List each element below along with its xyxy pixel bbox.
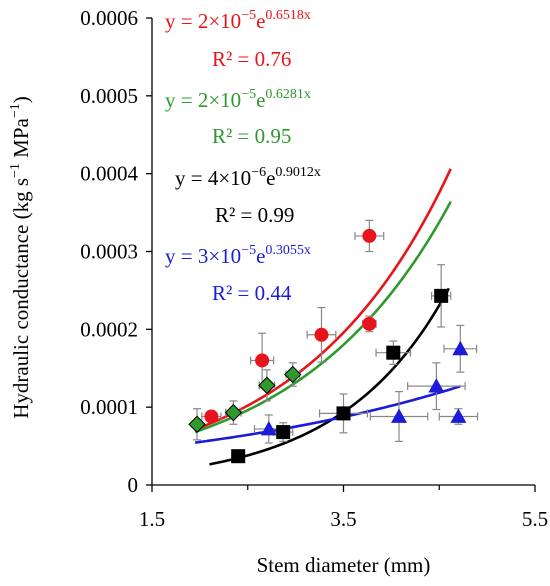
fit-equation-exponent: −6: [251, 165, 266, 180]
data-point: [231, 449, 246, 464]
data-point: [255, 353, 270, 368]
data-point: [204, 409, 219, 424]
fit-r-squared: R² = 0.76: [212, 47, 291, 71]
fit-curve: [194, 385, 461, 444]
fit-equation-exponent: −5: [241, 243, 256, 258]
fit-equation-e: e: [256, 9, 265, 33]
data-point: [362, 228, 377, 243]
fit-equation: y = 2×10−5e0.6281x: [165, 87, 311, 112]
fit-r-squared: R² = 0.44: [212, 281, 292, 305]
y-tick-label: 0.0001: [80, 395, 138, 419]
fit-equation-exponent: −5: [241, 87, 256, 102]
axes: 0 0.0001 0.0002 0.0003 0.0004 0.0005 0.0006 1.5…: [80, 6, 548, 531]
data-point: [260, 420, 277, 436]
fit-r-squared: R² = 0.99: [215, 203, 294, 227]
fit-equation: y = 4×10−6e0.9012x: [175, 165, 321, 190]
fit-equation-exponent: 0.6281x: [265, 87, 311, 102]
y-tick-label: 0.0004: [80, 162, 138, 186]
y-axis-title-exponent: −1: [8, 163, 23, 178]
y-axis-title-end: ): [9, 96, 33, 103]
fit-equation: y = 3×10−5e0.3055x: [165, 243, 311, 268]
data-point: [428, 378, 445, 393]
fit-equation-exponent: 0.6518x: [265, 8, 311, 23]
data-point: [224, 403, 243, 422]
data-point: [188, 415, 206, 433]
fit-equation: y = 2×10−5e0.6518x: [165, 8, 311, 33]
fit-equation-exponent: 0.9012x: [275, 165, 321, 180]
fit-equation-base: y = 3×10: [165, 244, 241, 268]
axis-titles: Stem diameter (mm) Hydraulic conductance …: [8, 96, 430, 577]
y-tick-label: 0.0003: [80, 240, 138, 264]
y-axis-title-unit: MPa: [9, 117, 33, 163]
data-point: [284, 365, 302, 384]
fit-r-squared: R² = 0.95: [212, 124, 291, 148]
fit-equation-base: y = 2×10: [165, 9, 241, 33]
fit-equation-exponent: −5: [241, 8, 256, 23]
fit-equation-base: y = 2×10: [165, 88, 241, 112]
y-axis-title: Hydraulic conductance (kg s−1 MPa−1): [8, 96, 33, 419]
y-axis-title-exponent: −1: [8, 103, 23, 118]
data-point: [391, 408, 408, 423]
y-axis-title-main: Hydraulic conductance (kg s: [9, 178, 33, 419]
fit-equation-e: e: [256, 88, 265, 112]
data-point: [452, 340, 469, 356]
y-tick-label: 0: [128, 473, 139, 497]
fit-equation-e: e: [266, 166, 275, 190]
x-axis-title: Stem diameter (mm): [257, 553, 431, 577]
x-tick-label: 3.5: [330, 507, 356, 531]
y-tick-label: 0.0002: [80, 317, 138, 341]
data-point: [434, 288, 449, 303]
data-point: [336, 406, 351, 421]
y-tick-label: 0.0005: [80, 84, 138, 108]
y-tick-label: 0.0006: [80, 6, 138, 30]
data-point: [276, 425, 291, 440]
fit-equation-exponent: 0.3055x: [265, 243, 311, 258]
data-point: [450, 408, 467, 423]
fit-curve: [194, 200, 452, 434]
data-point: [314, 327, 329, 342]
data-markers: [188, 228, 469, 464]
x-tick-label: 1.5: [139, 507, 165, 531]
fit-equation-base: y = 4×10: [175, 166, 251, 190]
data-point: [258, 376, 276, 395]
data-point: [386, 345, 401, 360]
data-point: [362, 316, 377, 331]
fit-equation-e: e: [256, 244, 265, 268]
x-tick-label: 5.5: [522, 507, 548, 531]
fit-curve: [209, 287, 450, 466]
